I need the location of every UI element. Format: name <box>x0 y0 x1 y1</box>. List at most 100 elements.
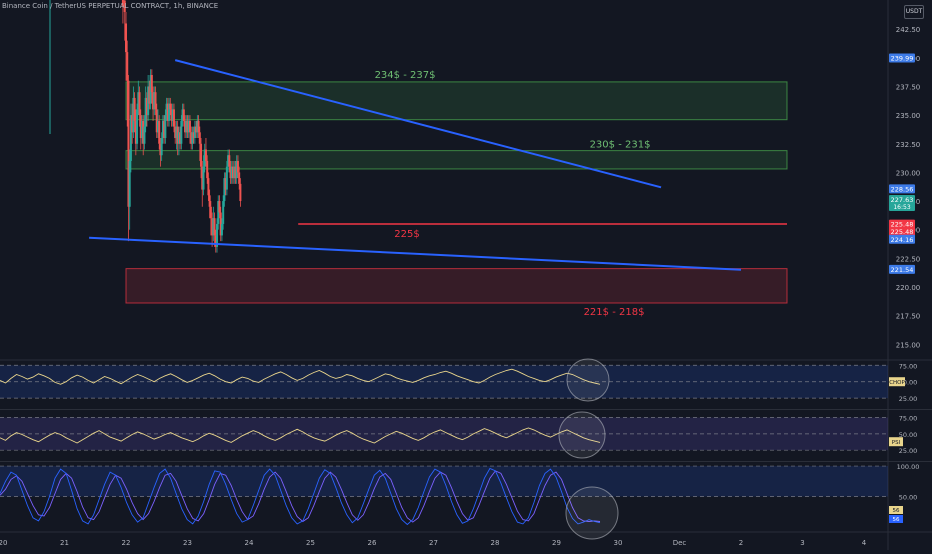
support-label: 225$ <box>394 229 419 240</box>
stoch-k-tag-label: 56 <box>893 508 900 514</box>
upper-trendline <box>174 59 662 189</box>
zone-rect-2 <box>125 268 788 304</box>
candle-body-88 <box>230 166 233 179</box>
candle-body-54 <box>188 120 191 133</box>
candle-body-71 <box>209 206 212 219</box>
candle-body-23 <box>150 75 153 93</box>
candle-body-21 <box>148 86 151 104</box>
candle-body-37 <box>168 103 171 121</box>
price-tick-label: 232.50 <box>896 141 921 149</box>
psi-panel: 25.00 50.00 75.00 PSI <box>0 411 918 459</box>
candle-body-69 <box>207 178 210 196</box>
currency-button[interactable]: USDT <box>904 5 924 19</box>
candle-body-95 <box>239 183 242 202</box>
candle-body-46 <box>179 132 182 144</box>
price-tag-label-3: 225.48 <box>891 221 914 229</box>
price-tag-sub-2: 16:53 <box>893 204 910 211</box>
chop-panel-tick-label: 25.00 <box>899 395 918 403</box>
price-tag-1 <box>889 184 915 194</box>
candle-body-78 <box>218 201 221 213</box>
zone-rect-0 <box>125 81 788 121</box>
candle-body-90 <box>233 166 236 179</box>
candle-body-57 <box>192 132 195 139</box>
candle-body-14 <box>139 115 142 139</box>
price-tag-label-1: 228.56 <box>891 185 914 193</box>
chop-tag-label: CHOP <box>889 380 905 386</box>
chop-panel-tick-label: 75.00 <box>899 362 918 370</box>
candle-body-82 <box>223 178 226 202</box>
candle-body-73 <box>212 218 215 236</box>
candle-body-11 <box>136 109 139 144</box>
chop-highlight-circle <box>566 358 610 402</box>
candle-body-52 <box>186 120 189 133</box>
candle-body-15 <box>140 120 143 139</box>
candle-body-91 <box>234 166 237 179</box>
price-tag-6 <box>889 264 915 274</box>
price-tick-label: 237.50 <box>896 83 921 91</box>
stoch-d-tag <box>889 515 903 523</box>
candle-body-25 <box>153 92 156 110</box>
time-tick-label: 24 <box>245 539 254 547</box>
candle-body-36 <box>166 103 169 121</box>
candle-body-64 <box>201 166 204 190</box>
time-axis: 20 21 22 23 24 25 26 27 28 29 30 Dec 2 3 4 <box>0 539 867 547</box>
stoch-panel: 50.00 100.00 56 56 <box>0 463 920 540</box>
time-tick-label: 28 <box>491 539 500 547</box>
candle-body-8 <box>132 97 135 133</box>
psi-tag-label: PSI <box>892 440 901 446</box>
candle-body-32 <box>161 120 164 139</box>
stoch-panel-tick-label: 100.00 <box>897 463 920 471</box>
candle-body-76 <box>216 223 219 247</box>
candle-body-65 <box>202 166 205 190</box>
candle-body-2 <box>125 23 127 53</box>
candle-body-10 <box>134 120 137 144</box>
price-tick-label: 230.00 <box>896 169 921 177</box>
candle-body-29 <box>158 120 161 144</box>
candle-body-43 <box>175 126 178 139</box>
candle-body-66 <box>203 149 206 167</box>
zone-mid-label: 230$ - 231$ <box>590 140 651 151</box>
stoch-panel-tick-label: 50.00 <box>899 494 918 502</box>
candle-body-89 <box>232 166 235 179</box>
time-tick-label: 23 <box>183 539 192 547</box>
psi-panel-tick-label: 75.00 <box>899 415 918 423</box>
candle-body-20 <box>147 86 150 116</box>
price-tick-label: 222.50 <box>896 255 921 263</box>
candle-body-55 <box>190 132 193 144</box>
candle-body-60 <box>196 120 199 133</box>
stoch-k-line <box>0 467 601 526</box>
candle-body-4 <box>127 80 130 207</box>
candle-body-51 <box>185 120 188 133</box>
chart-title: Binance Coin / TetherUS PERPETUAL CONTRA… <box>2 2 219 10</box>
candle-body-68 <box>206 160 209 179</box>
candle-body-45 <box>177 132 180 144</box>
candle-body-79 <box>219 212 222 236</box>
candle-body-58 <box>193 126 196 139</box>
candle-body-26 <box>154 92 157 110</box>
candles-group <box>121 0 242 253</box>
psi-tag <box>889 437 903 447</box>
candle-body-74 <box>213 218 216 236</box>
time-tick-label: 30 <box>614 539 623 547</box>
stoch-d-line <box>0 470 601 523</box>
time-tick-label: 29 <box>552 539 561 547</box>
candle-body-67 <box>204 149 207 161</box>
price-tag-label-2: 227.63 <box>891 196 914 204</box>
candle-body-16 <box>142 120 145 144</box>
candle-body-9 <box>133 97 136 121</box>
chop-panel-tick-label: 50.00 <box>899 379 918 387</box>
time-tick-label: 4 <box>862 539 867 547</box>
candle-body-81 <box>222 201 225 224</box>
psi-highlight-circle <box>558 411 606 459</box>
zone-upper-label: 234$ - 237$ <box>375 70 436 81</box>
candle-body-30 <box>159 143 162 156</box>
psi-panel-tick-label: 25.00 <box>899 447 918 455</box>
candle-body-42 <box>174 126 177 139</box>
lower-trendline <box>89 236 742 271</box>
candle-body-27 <box>155 109 158 133</box>
time-tick-label: 25 <box>306 539 315 547</box>
zone-rect-1 <box>125 150 788 170</box>
candle-body-87 <box>229 166 232 179</box>
